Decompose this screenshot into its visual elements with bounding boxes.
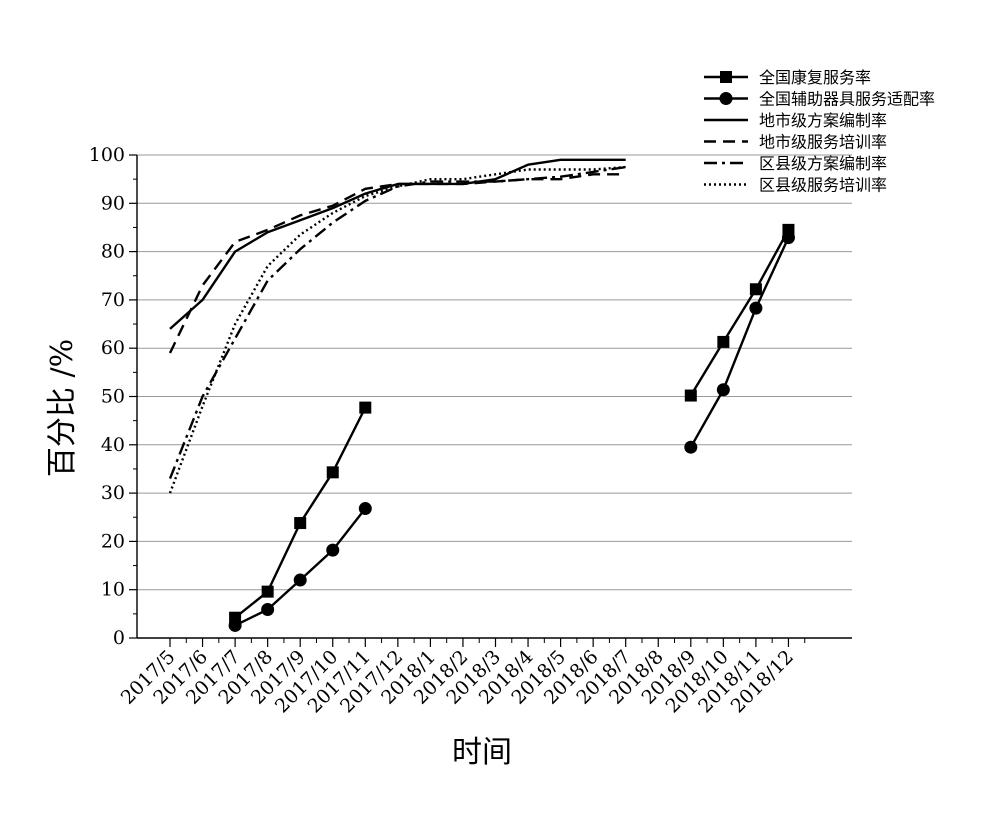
series-1: [228, 231, 795, 632]
series-line: [168, 165, 626, 494]
data-point: [716, 383, 730, 397]
data-point: [228, 618, 242, 632]
legend-label: 区县级服务培训率: [759, 176, 887, 195]
legend-label: 地市级方案编制率: [759, 111, 887, 130]
y-tick-label: 50: [101, 386, 125, 408]
data-point: [749, 283, 762, 296]
y-tick-label: 100: [89, 144, 125, 166]
series-layer: [168, 158, 795, 632]
legend-marker: [719, 92, 733, 105]
grid-lines: [137, 154, 852, 591]
data-point: [326, 466, 339, 479]
x-axis: 2017/52017/62017/72017/82017/92017/10201…: [117, 637, 852, 717]
y-tick-label: 0: [113, 627, 125, 649]
data-point: [749, 301, 763, 315]
y-axis-title: 百分比 /%: [45, 339, 80, 477]
y-tick-label: 10: [101, 579, 125, 601]
legend-label: 地市级服务培训率: [759, 133, 887, 152]
y-tick-label: 80: [101, 241, 125, 263]
legend-marker: [720, 71, 732, 83]
series-line: [168, 173, 626, 354]
series-line: [169, 158, 626, 330]
data-point: [684, 440, 698, 454]
series-line: [168, 165, 626, 480]
series-line: [689, 237, 790, 448]
y-tick-label: 60: [101, 337, 125, 359]
series-line: [689, 229, 790, 397]
data-point: [684, 389, 697, 402]
legend: 全国康复服务率全国辅助器具服务适配率地市级方案编制率地市级服务培训率区县级方案编…: [704, 68, 935, 195]
data-point: [358, 502, 372, 516]
data-point: [717, 335, 730, 348]
series-4: [168, 165, 626, 480]
y-tick-label: 40: [101, 434, 125, 456]
series-0: [229, 223, 795, 624]
series-2: [169, 158, 626, 330]
data-point: [261, 585, 274, 598]
y-tick-label: 90: [101, 192, 125, 214]
legend-label: 全国康复服务率: [759, 68, 871, 87]
data-point: [781, 231, 795, 245]
y-tick-label: 30: [101, 482, 125, 504]
y-tick-label: 70: [101, 289, 125, 311]
series-3: [168, 173, 626, 354]
data-point: [293, 573, 307, 587]
x-axis-title: 时间: [452, 735, 512, 770]
y-axis: 0 10 20 30 40 50 60 70 80 90 100: [89, 144, 138, 649]
y-tick-label: 20: [101, 530, 125, 552]
legend-label: 全国辅助器具服务适配率: [759, 90, 935, 109]
series-5: [168, 165, 626, 494]
data-point: [261, 603, 275, 617]
data-point: [294, 517, 307, 530]
data-point: [359, 401, 372, 414]
data-point: [326, 543, 340, 557]
legend-label: 区县级方案编制率: [759, 154, 887, 173]
